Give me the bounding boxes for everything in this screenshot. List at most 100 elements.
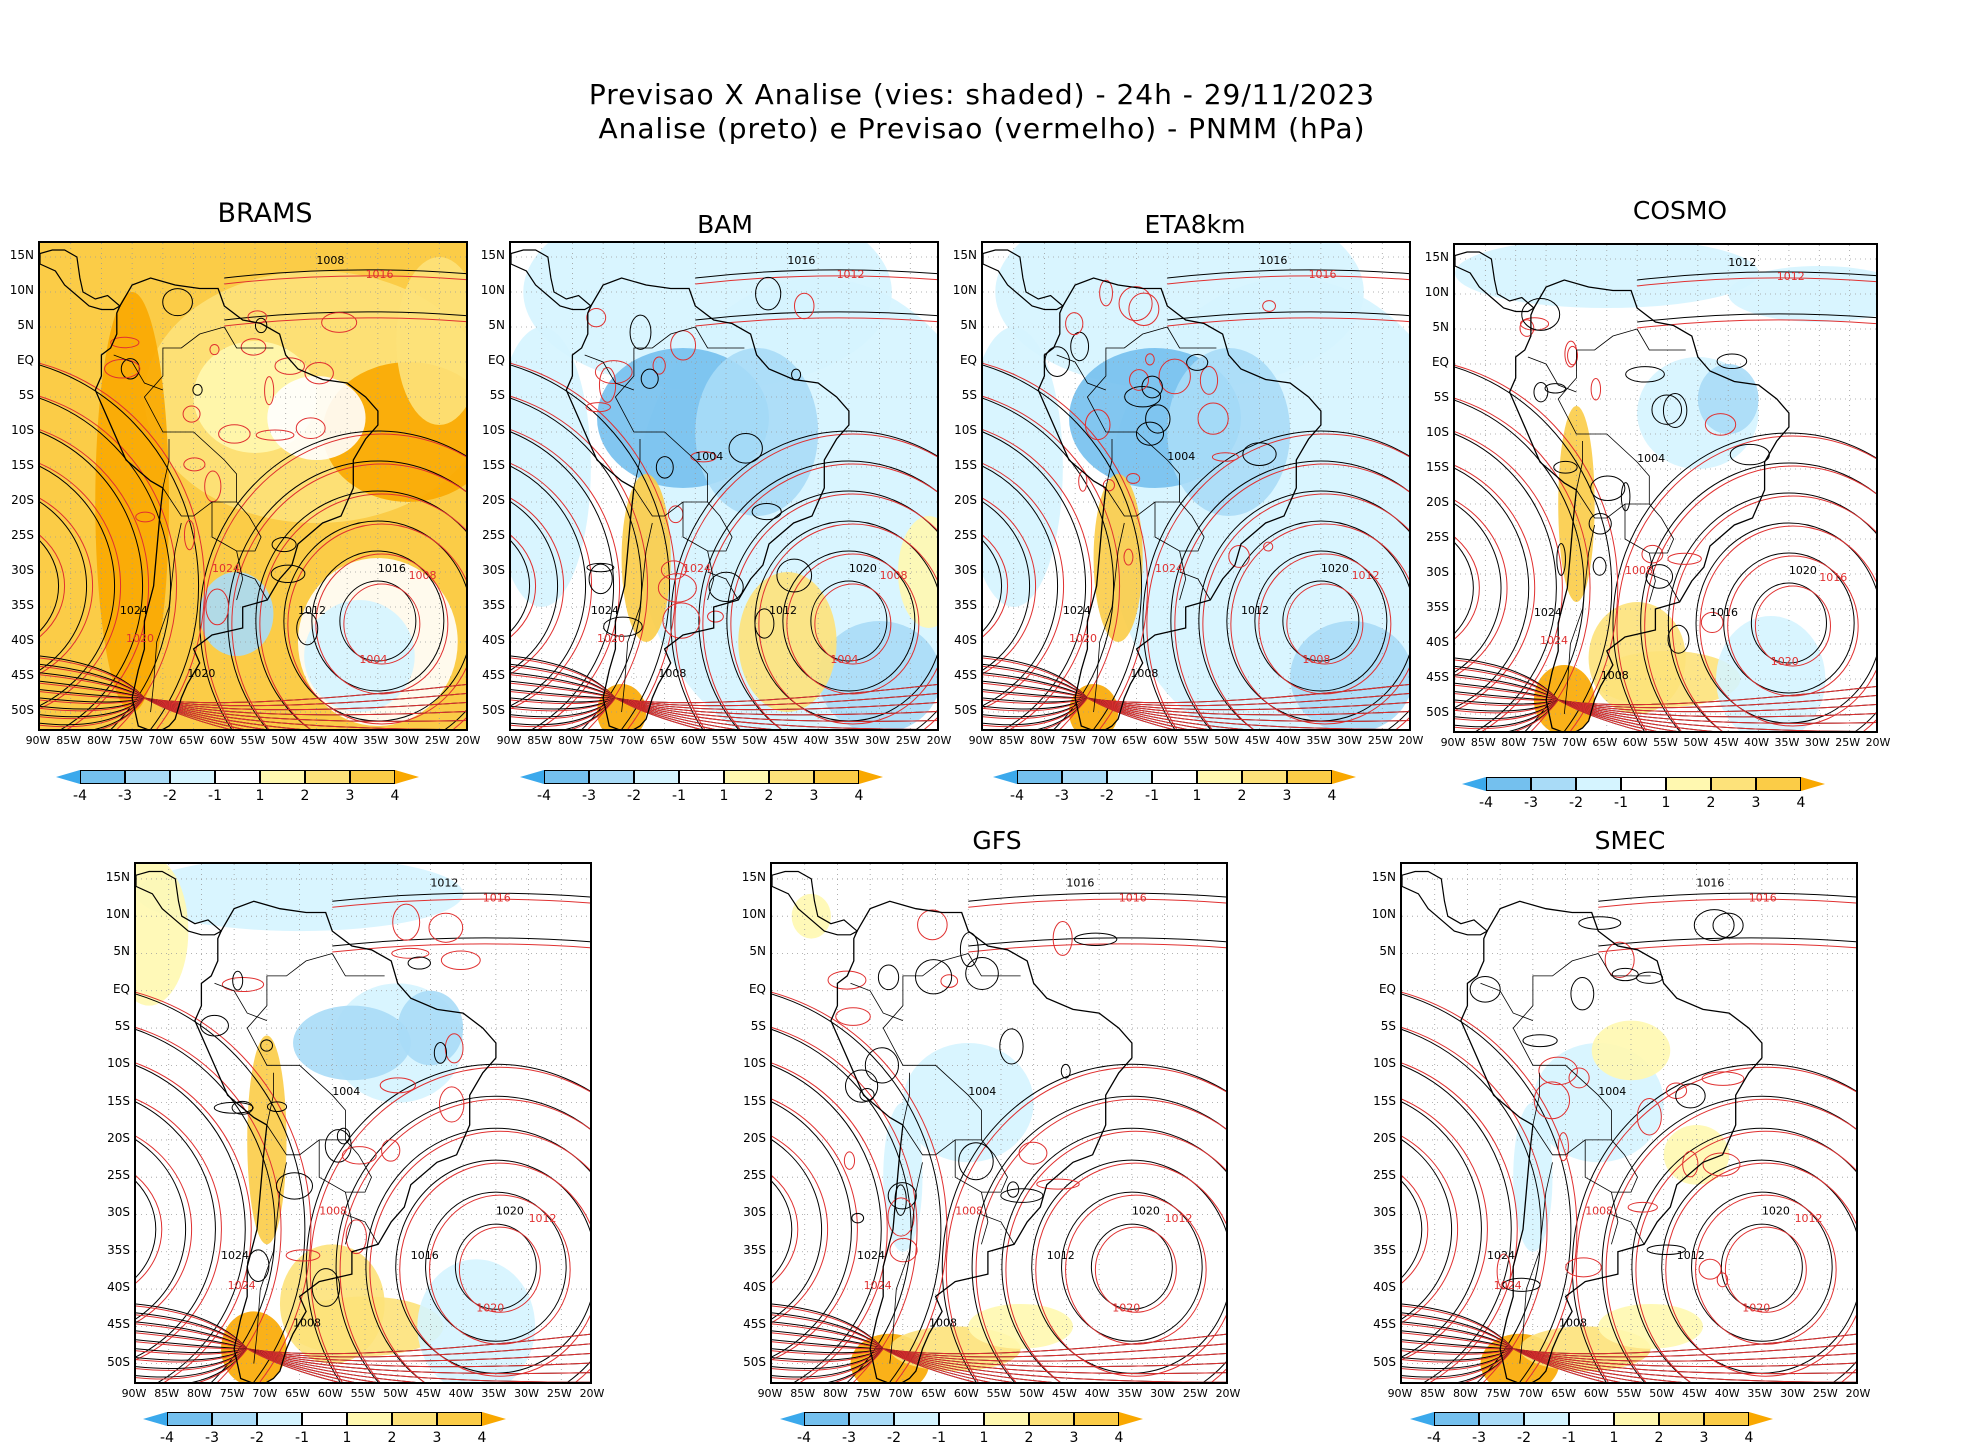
forecast-isobar xyxy=(511,697,716,729)
colorbar-segment xyxy=(1711,777,1756,791)
forecast-isobar xyxy=(1402,1098,1488,1361)
forecast-isobar xyxy=(1455,667,1876,709)
analysis-isobar xyxy=(1556,543,1566,576)
analysis-isobar xyxy=(1145,404,1171,434)
forecast-isobar xyxy=(1533,1081,1571,1120)
forecast-isobar xyxy=(1402,1323,1856,1362)
lon-label: 80W xyxy=(1501,736,1527,749)
colorbar-segment xyxy=(1062,770,1107,784)
analysis-isobar xyxy=(698,460,937,729)
forecast-isobar xyxy=(1667,552,1702,565)
colorbar-label: -3 xyxy=(1472,1430,1486,1446)
country-border xyxy=(1624,503,1675,554)
analysis-isobar xyxy=(983,364,1143,729)
analysis-isobar xyxy=(425,1191,567,1342)
forecast-label: 1012 xyxy=(837,268,865,281)
forecast-isobar xyxy=(511,665,937,707)
lon-label: 55W xyxy=(240,734,266,747)
colorbar-segment xyxy=(1017,770,1062,784)
forecast-isobar xyxy=(772,1332,1226,1368)
forecast-label: 1024 xyxy=(212,562,240,575)
colorbar-label: 1 xyxy=(255,788,265,804)
lon-label: 90W xyxy=(121,1387,147,1400)
panel-title-cosmo: COSMO xyxy=(1632,196,1728,225)
coastlines xyxy=(136,870,497,1382)
country-border xyxy=(694,326,745,349)
lat-label: 30S xyxy=(1426,565,1449,579)
colorbar-label: 3 xyxy=(345,788,355,804)
forecast-isobar xyxy=(843,1151,856,1170)
analysis-isobar xyxy=(983,465,1059,707)
forecast-isobar xyxy=(1636,1098,1662,1136)
analysis-isobar xyxy=(136,1139,187,1320)
lat-label: 15S xyxy=(1373,1093,1396,1108)
analysis-isobar xyxy=(365,1127,590,1382)
forecast-isobar xyxy=(1538,1056,1578,1086)
analysis-isobar xyxy=(199,430,466,729)
analysis-isobar xyxy=(971,1095,1226,1382)
forecast-isobar xyxy=(571,697,702,729)
forecast-label: 1008 xyxy=(1585,1204,1613,1217)
forecast-isobar xyxy=(345,1219,367,1255)
forecast-isobar xyxy=(136,1314,590,1358)
lat-label: 40S xyxy=(743,1280,766,1295)
lat-label: 20S xyxy=(1373,1130,1396,1145)
bias-shading xyxy=(40,243,466,729)
forecast-isobar xyxy=(1145,353,1155,366)
lat-label: EQ xyxy=(16,353,34,367)
forecast-isobar xyxy=(458,1226,541,1313)
forecast-isobar xyxy=(1065,312,1084,336)
isobars xyxy=(40,269,466,729)
bias-area xyxy=(1697,364,1759,434)
forecast-label: 1020 xyxy=(597,632,625,645)
colorbar-segment xyxy=(215,770,260,784)
lon-label: 25W xyxy=(895,734,921,747)
colorbar-segment xyxy=(1486,777,1531,791)
analysis-label: 1024 xyxy=(857,1249,885,1262)
lat-label: 25S xyxy=(954,528,977,542)
lat-label: 40S xyxy=(954,633,977,647)
lat-label: 45S xyxy=(1426,670,1449,684)
analysis-isobar xyxy=(40,364,200,729)
forecast-isobar xyxy=(983,534,1009,638)
analysis-isobar xyxy=(751,503,782,521)
lon-label: 75W xyxy=(855,1387,881,1400)
country-border xyxy=(345,1192,353,1245)
forecast-isobar xyxy=(255,429,295,441)
bias-area xyxy=(983,327,1063,607)
lon-label: 40W xyxy=(1084,1387,1110,1400)
lat-label: 40S xyxy=(482,633,505,647)
analysis-isobar xyxy=(1592,556,1607,576)
forecast-isobar xyxy=(183,519,196,551)
forecast-isobar xyxy=(369,1130,590,1382)
lat-label: 15N xyxy=(952,248,977,262)
bias-area xyxy=(902,1042,1034,1163)
forecast-isobar xyxy=(379,1077,416,1094)
forecast-isobar xyxy=(1455,465,1536,711)
analysis-isobar xyxy=(864,1047,900,1084)
colorbar-label: 2 xyxy=(1237,788,1247,804)
analysis-isobar xyxy=(959,932,979,968)
forecast-isobar xyxy=(511,362,677,729)
forecast-label: 1024 xyxy=(1540,634,1568,647)
forecast-isobar xyxy=(1590,377,1602,401)
central-america-coastline xyxy=(1402,870,1489,936)
colorbar-label: -2 xyxy=(250,1430,264,1446)
analysis-isobar xyxy=(586,562,615,573)
forecast-isobar xyxy=(772,1323,1226,1362)
analysis-isobar xyxy=(1455,366,1613,731)
map-panel-smec: 1016 1012 1020 1024 1008 1004 1016 1012 1020 1024… xyxy=(1400,862,1858,1384)
analysis-isobar xyxy=(1254,550,1388,692)
forecast-isobar xyxy=(209,343,220,356)
analysis-isobar xyxy=(1502,1277,1541,1292)
lon-label: 25W xyxy=(1182,1387,1208,1400)
colorbar-label: -3 xyxy=(1524,795,1538,811)
analysis-isobar xyxy=(199,1014,229,1037)
country-border xyxy=(967,953,1021,977)
lon-label: 45W xyxy=(301,734,327,747)
analysis-isobar xyxy=(1135,421,1165,446)
analysis-label: 1012 xyxy=(430,876,458,889)
forecast-isobar xyxy=(983,697,1409,729)
forecast-isobar xyxy=(1695,1194,1837,1345)
analysis-label: 1020 xyxy=(1132,1204,1160,1217)
